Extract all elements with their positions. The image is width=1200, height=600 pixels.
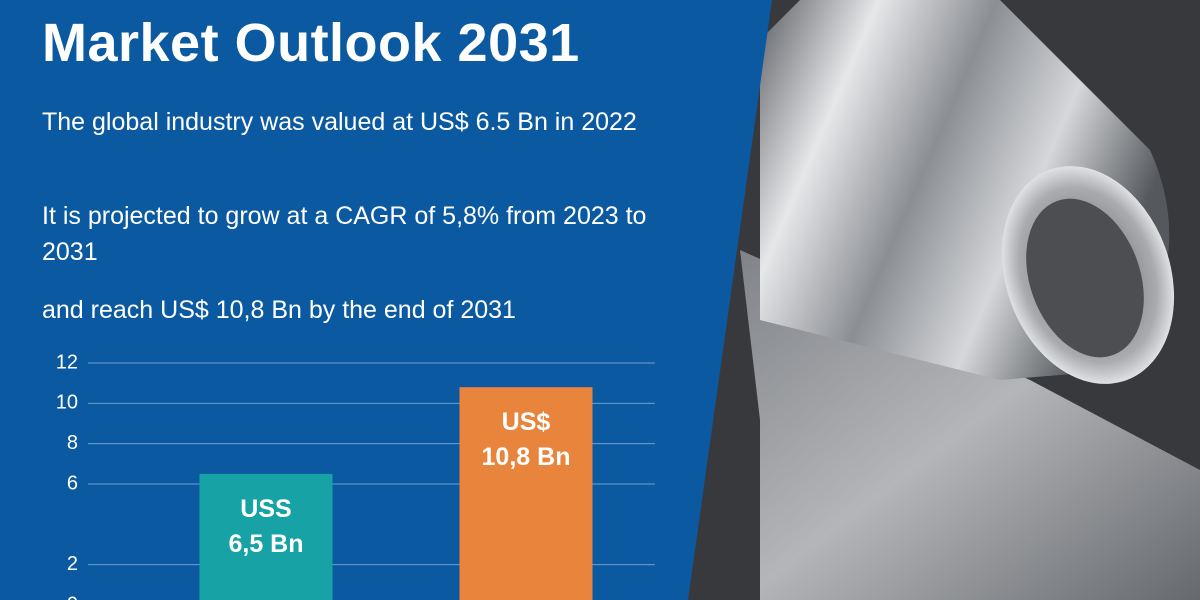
annotation: and reach US$ 10,8 Bn by the end of 2031 xyxy=(42,296,516,324)
y-tick-label: 12 xyxy=(56,351,78,373)
y-tick-label: 8 xyxy=(67,432,78,454)
bar xyxy=(459,387,593,600)
title: Market Outlook 2031 xyxy=(42,13,580,73)
annotation: It is projected to grow at a CAGR of 5,8… xyxy=(42,202,647,266)
y-tick-label: 0 xyxy=(67,593,78,600)
y-tick-label: 2 xyxy=(67,553,78,575)
y-tick-label: 10 xyxy=(56,392,78,414)
value-label: USS 6,5 Bn xyxy=(228,494,304,558)
annotation: The global industry was valued at US$ 6.… xyxy=(42,108,637,136)
y-tick-label: 6 xyxy=(67,472,78,494)
bar xyxy=(199,473,333,600)
value-label: US$ 10,8 Bn xyxy=(481,408,571,472)
roll-core xyxy=(1026,198,1144,358)
